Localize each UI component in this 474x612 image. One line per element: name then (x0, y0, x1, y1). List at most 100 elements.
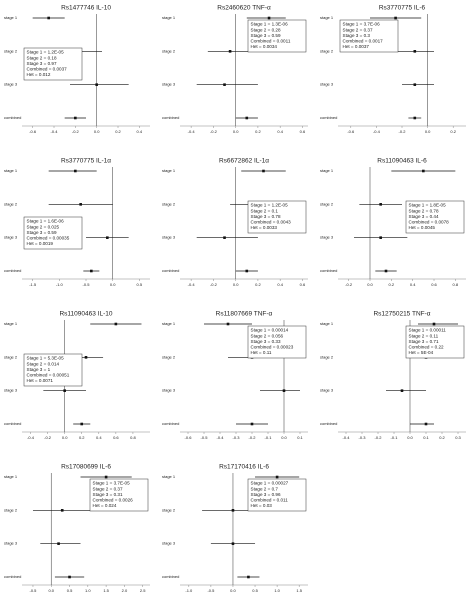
stats-text: Het = 5E-04 (409, 350, 434, 355)
stats-text: Stage 1 = 1.2E-05 (251, 203, 289, 208)
x-tick-label: -0.6 (29, 129, 37, 134)
x-tick-label: 0.5 (137, 282, 143, 287)
row-label: stage 3 (320, 235, 334, 240)
x-tick-label: -0.4 (188, 282, 196, 287)
point-estimate (250, 422, 254, 426)
point-estimate (267, 16, 271, 20)
stats-box (339, 19, 399, 53)
x-tick-label: 0.6 (300, 282, 306, 287)
point-estimate (245, 269, 249, 273)
stats-box (405, 200, 465, 234)
row-label: combined (4, 268, 21, 273)
stats-text: Combined = 0.011 (251, 498, 289, 503)
stats-text: Stage 1 = 5.3E-05 (27, 356, 65, 361)
stats-text: Het = 0.0045 (409, 225, 436, 230)
panel-title: Rs3770775 IL-6 (379, 5, 426, 12)
forest-panel: Rs3770775 IL-1α -1.5 -1.0 -0.5 0.0 0.5 stage 1… (4, 158, 150, 287)
panel-title: Rs12750215 TNF-α (373, 311, 430, 318)
row-label: stage 2 (162, 201, 176, 206)
stats-text: Combined = 0.0078 (409, 220, 450, 225)
x-tick-label: 2.5 (140, 588, 146, 593)
stats-text: Combined = 0.0037 (27, 67, 68, 72)
stats-text: Het = 0.0037 (343, 44, 370, 49)
x-tick-label: 0.1 (423, 435, 429, 440)
stats-text: Combined = 0.0043 (251, 220, 292, 225)
x-tick-label: -0.4 (51, 129, 59, 134)
stats-text: Stage 2 = 0.1 (251, 208, 279, 213)
row-label: stage 1 (320, 15, 334, 20)
x-tick-label: -0.2 (72, 129, 80, 134)
point-estimate (60, 509, 64, 512)
row-label: stage 1 (320, 321, 334, 326)
row-label: stage 2 (320, 48, 334, 53)
stats-text: Stage 1 = 3.7E-06 (343, 22, 381, 27)
x-tick-label: -0.3 (359, 435, 367, 440)
stats-text: Combined = 0.00035 (27, 236, 70, 241)
stats-text: Stage 2 = 0.37 (93, 486, 123, 491)
stats-box (405, 325, 465, 359)
point-estimate (228, 50, 232, 53)
x-tick-label: 0.5 (252, 588, 258, 593)
stats-text: Stage 2 = 0.18 (27, 55, 57, 60)
point-estimate (63, 389, 66, 392)
forest-panel: Rs11090463 IL-6 -0.2 0.0 0.2 0.4 0.6 0.8 stage … (320, 158, 466, 287)
x-tick-label: 0.0 (281, 435, 287, 440)
panel-title: Rs2460620 TNF-α (217, 5, 271, 12)
x-tick-label: 0.1 (297, 435, 303, 440)
x-tick-label: -0.4 (217, 435, 225, 440)
row-label: stage 3 (162, 541, 176, 546)
stats-text: Stage 3 = 0.59 (251, 33, 281, 38)
row-label: stage 1 (320, 168, 334, 173)
stats-text: Combined = 0.0011 (251, 39, 291, 44)
row-label: stage 1 (4, 168, 18, 173)
stats-text: Stage 3 = 0.96 (251, 492, 281, 497)
x-tick-label: 0.0 (230, 588, 236, 593)
row-label: stage 1 (162, 321, 176, 326)
x-tick-label: 0.6 (300, 129, 306, 134)
row-label: stage 3 (4, 82, 18, 87)
point-estimate (74, 169, 77, 173)
x-tick-label: -0.2 (44, 435, 52, 440)
row-label: combined (162, 268, 179, 273)
x-tick-label: 0.8 (130, 435, 136, 440)
row-label: stage 2 (4, 201, 18, 206)
x-tick-label: 0.2 (255, 129, 261, 134)
row-label: stage 1 (4, 321, 18, 326)
stats-box (247, 325, 307, 359)
x-tick-label: 0.2 (79, 435, 85, 440)
x-tick-label: -0.5 (83, 282, 91, 287)
stats-box (247, 200, 307, 234)
point-estimate (413, 116, 417, 120)
stats-text: Het = 0.0034 (251, 44, 278, 49)
x-tick-label: -0.2 (399, 129, 407, 134)
forest-panel: Rs17170416 IL-6 -1.0 -0.5 0.0 0.5 1.0 1.5 stage… (162, 464, 308, 593)
row-label: combined (320, 421, 337, 426)
point-estimate (223, 236, 226, 239)
stats-text: Combined = 0.22 (409, 345, 445, 350)
stats-text: Stage 3 = 0.97 (27, 61, 57, 66)
x-tick-label: 0.0 (62, 435, 68, 440)
x-tick-label: 0.0 (110, 282, 116, 287)
point-estimate (84, 356, 88, 359)
x-tick-label: -1.5 (29, 282, 37, 287)
x-tick-label: 0.4 (277, 129, 283, 134)
x-tick-label: -0.2 (375, 435, 383, 440)
stats-text: Het = 0.0071 (27, 378, 54, 383)
point-estimate (275, 475, 279, 479)
row-label: combined (320, 268, 337, 273)
x-tick-label: -0.2 (249, 435, 257, 440)
stats-text: Stage 3 = 0.31 (93, 492, 123, 497)
point-estimate (432, 322, 436, 326)
x-tick-label: 0.6 (113, 435, 119, 440)
row-label: stage 1 (162, 168, 176, 173)
panel-title: Rs17170416 IL-6 (219, 464, 269, 471)
row-label: combined (162, 574, 179, 579)
point-estimate (47, 16, 50, 20)
point-estimate (282, 389, 286, 392)
forest-panel: Rs11807669 TNF-α -0.6 -0.5 -0.4 -0.3 -0.2 -0.1… (162, 311, 308, 440)
stats-text: Stage 3 = 0.59 (27, 230, 57, 235)
point-estimate (104, 475, 108, 479)
row-label: stage 3 (320, 82, 334, 87)
stats-text: Stage 1 = 3.7E-05 (93, 481, 131, 486)
